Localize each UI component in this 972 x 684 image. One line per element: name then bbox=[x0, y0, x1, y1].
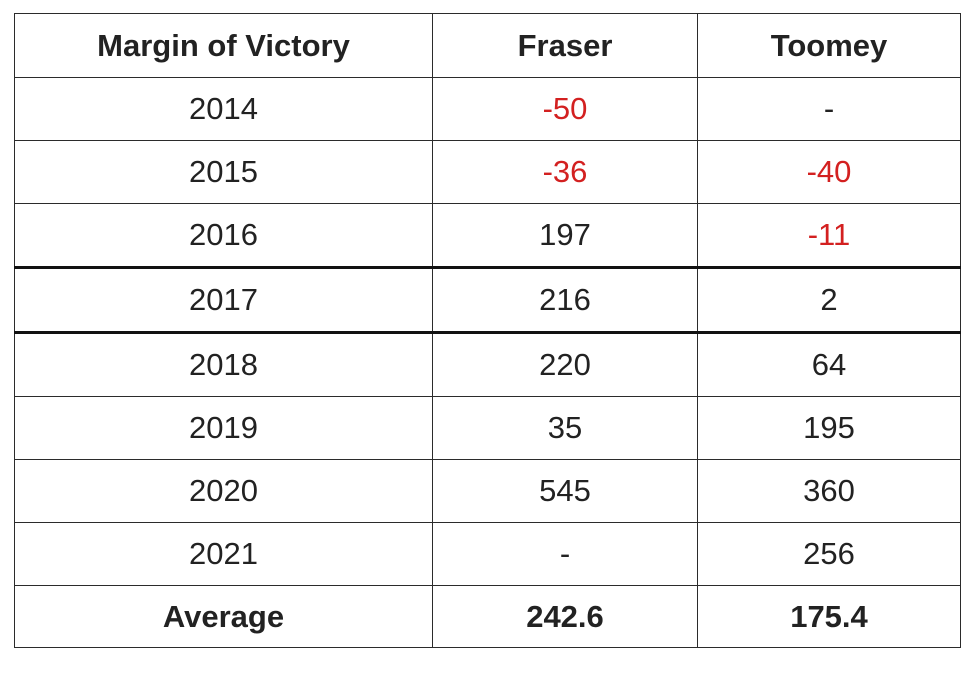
header-row: Margin of Victory Fraser Toomey bbox=[14, 13, 961, 78]
fraser-cell: 197 bbox=[432, 203, 698, 268]
average-row: Average 242.6 175.4 bbox=[14, 585, 961, 648]
year-cell: 2016 bbox=[14, 203, 433, 268]
year-cell: 2019 bbox=[14, 396, 433, 460]
table-row: 2014 -50 - bbox=[14, 77, 961, 141]
table-row: 2020 545 360 bbox=[14, 459, 961, 523]
fraser-cell: 220 bbox=[432, 331, 698, 397]
average-label: Average bbox=[14, 585, 433, 648]
table-row: 2018 220 64 bbox=[14, 331, 961, 397]
toomey-cell: - bbox=[697, 77, 961, 141]
table-row: 2015 -36 -40 bbox=[14, 140, 961, 204]
header-fraser: Fraser bbox=[432, 13, 698, 78]
toomey-cell: 2 bbox=[697, 266, 961, 333]
fraser-cell: -36 bbox=[432, 140, 698, 204]
table-row: 2017 216 2 bbox=[14, 266, 961, 333]
year-cell: 2020 bbox=[14, 459, 433, 523]
toomey-cell: 360 bbox=[697, 459, 961, 523]
margin-of-victory-table: Margin of Victory Fraser Toomey 2014 -50… bbox=[14, 13, 961, 648]
fraser-cell: -50 bbox=[432, 77, 698, 141]
toomey-cell: -40 bbox=[697, 140, 961, 204]
toomey-cell: -11 bbox=[697, 203, 961, 268]
fraser-cell: 216 bbox=[432, 266, 698, 333]
fraser-cell: 35 bbox=[432, 396, 698, 460]
fraser-cell: 545 bbox=[432, 459, 698, 523]
table-row: 2021 - 256 bbox=[14, 522, 961, 586]
toomey-cell: 195 bbox=[697, 396, 961, 460]
header-toomey: Toomey bbox=[697, 13, 961, 78]
year-cell: 2021 bbox=[14, 522, 433, 586]
table-row: 2016 197 -11 bbox=[14, 203, 961, 268]
header-margin-of-victory: Margin of Victory bbox=[14, 13, 433, 78]
table-row: 2019 35 195 bbox=[14, 396, 961, 460]
fraser-average: 242.6 bbox=[432, 585, 698, 648]
year-cell: 2014 bbox=[14, 77, 433, 141]
fraser-cell: - bbox=[432, 522, 698, 586]
toomey-average: 175.4 bbox=[697, 585, 961, 648]
toomey-cell: 64 bbox=[697, 331, 961, 397]
year-cell: 2018 bbox=[14, 331, 433, 397]
year-cell: 2015 bbox=[14, 140, 433, 204]
year-cell: 2017 bbox=[14, 266, 433, 333]
toomey-cell: 256 bbox=[697, 522, 961, 586]
